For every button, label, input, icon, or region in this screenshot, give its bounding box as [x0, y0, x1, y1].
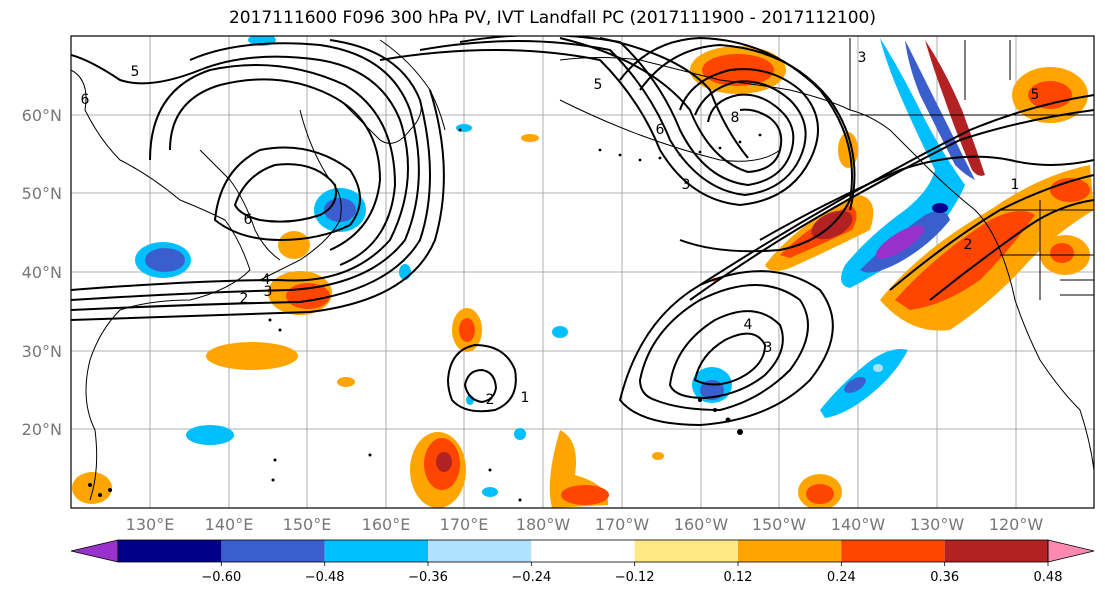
- colorbar-extend-max: [1047, 539, 1095, 563]
- contour-label: 1: [1011, 177, 1020, 193]
- colorbar-tick-label: 0.24: [827, 570, 856, 585]
- contour-label: 5: [131, 64, 140, 80]
- negative-anomaly: [873, 364, 883, 372]
- pv-contours: [71, 36, 1094, 427]
- contour-label: 3: [264, 284, 273, 300]
- longitude-label: 180°W: [516, 515, 571, 534]
- colorbar-segment: [428, 540, 532, 562]
- colorbar-tick-label: −0.36: [408, 570, 448, 585]
- colorbar-tick-label: −0.24: [511, 570, 551, 585]
- colorbar-tick-label: 0.36: [930, 570, 959, 585]
- colorbar-segment: [634, 540, 738, 562]
- contour-label: 3: [858, 50, 867, 66]
- longitude-label: 160°W: [674, 515, 729, 534]
- colorbar-segment: [118, 540, 222, 562]
- negative-anomaly: [844, 377, 866, 393]
- colorbar-extend-min: [70, 539, 119, 563]
- contour-label: 6: [81, 92, 90, 108]
- colorbar: [70, 539, 1095, 563]
- contour-label: 4: [744, 317, 753, 333]
- positive-anomaly: [806, 484, 834, 504]
- longitude-label: 130°E: [126, 515, 175, 534]
- longitude-label: 150°E: [283, 515, 332, 534]
- map-frame: [70, 35, 1095, 509]
- latitude-label: 30°N: [22, 342, 62, 361]
- longitude-label: 140°W: [831, 515, 886, 534]
- figure-title: 2017111600 F096 300 hPa PV, IVT Landfall…: [228, 8, 876, 28]
- negative-anomaly: [514, 428, 526, 440]
- positive-anomaly: [459, 318, 475, 342]
- positive-anomaly: [561, 485, 609, 505]
- contour-label: 3: [764, 340, 773, 356]
- positive-anomaly: [436, 452, 452, 472]
- colorbar-segment: [324, 540, 428, 562]
- contour-label: 1: [521, 390, 530, 406]
- latitude-label: 40°N: [22, 263, 62, 282]
- longitude-labels: 130°E 140°E 150°E 160°E 170°E 180°W 170°W 160°W…: [126, 515, 1044, 534]
- coastlines: [71, 38, 1094, 501]
- contour-label: 5: [594, 77, 603, 93]
- negative-anomaly: [875, 225, 925, 259]
- positive-anomaly: [278, 231, 310, 259]
- negative-anomaly: [145, 248, 185, 272]
- contour-label: 2: [240, 291, 249, 307]
- colorbar-segment: [221, 540, 325, 562]
- positive-anomaly: [1050, 243, 1074, 263]
- negative-anomaly: [932, 203, 948, 213]
- colorbar-segment: [531, 540, 635, 562]
- colorbar-labels: −0.60 −0.48 −0.36 −0.24 −0.12 0.12 0.24 0.36 0.4…: [201, 562, 1063, 585]
- latitude-label: 50°N: [22, 184, 62, 203]
- longitude-label: 120°W: [989, 515, 1044, 534]
- latitude-labels: 60°N 50°N 40°N 30°N 20°N: [22, 106, 62, 439]
- negative-anomaly: [456, 124, 472, 132]
- positive-anomaly: [286, 283, 330, 309]
- positive-anomaly: [652, 452, 664, 460]
- colorbar-tick-label: 0.12: [724, 570, 753, 585]
- positive-anomaly: [521, 134, 539, 142]
- latitude-label: 20°N: [22, 420, 62, 439]
- positive-anomaly: [337, 377, 355, 387]
- colorbar-segment: [944, 540, 1048, 562]
- positive-anomaly: [206, 342, 298, 370]
- negative-anomaly: [186, 425, 234, 445]
- negative-anomaly: [905, 40, 975, 180]
- positive-anomaly: [925, 40, 985, 176]
- colorbar-tick-label: 0.48: [1034, 570, 1063, 585]
- colorbar-tick-label: −0.60: [201, 570, 241, 585]
- longitude-label: 160°E: [362, 515, 411, 534]
- negative-anomaly: [552, 326, 568, 338]
- contour-label: 6: [244, 212, 253, 228]
- contour-label: 2: [964, 237, 973, 253]
- colorbar-segment: [738, 540, 842, 562]
- positive-anomaly: [895, 211, 1035, 310]
- colorbar-frame: [117, 539, 1049, 563]
- latitude-label: 60°N: [22, 106, 62, 125]
- colorbar-tick-label: −0.12: [615, 570, 655, 585]
- colorbar-tick-label: −0.48: [305, 570, 345, 585]
- contour-label: 5: [1031, 87, 1040, 103]
- colorbar-segment: [841, 540, 945, 562]
- longitude-label: 170°E: [440, 515, 489, 534]
- negative-anomaly: [482, 487, 498, 497]
- longitude-label: 150°W: [752, 515, 807, 534]
- longitude-label: 140°E: [205, 515, 254, 534]
- longitude-label: 130°W: [910, 515, 965, 534]
- longitude-label: 170°W: [595, 515, 650, 534]
- contour-label: 3: [682, 177, 691, 193]
- contour-label: 8: [731, 110, 740, 126]
- shading-layer: [72, 36, 1094, 508]
- contour-label: 2: [486, 392, 495, 408]
- contour-label: 4: [262, 272, 271, 288]
- positive-anomaly: [72, 472, 112, 504]
- contour-label: 6: [656, 122, 665, 138]
